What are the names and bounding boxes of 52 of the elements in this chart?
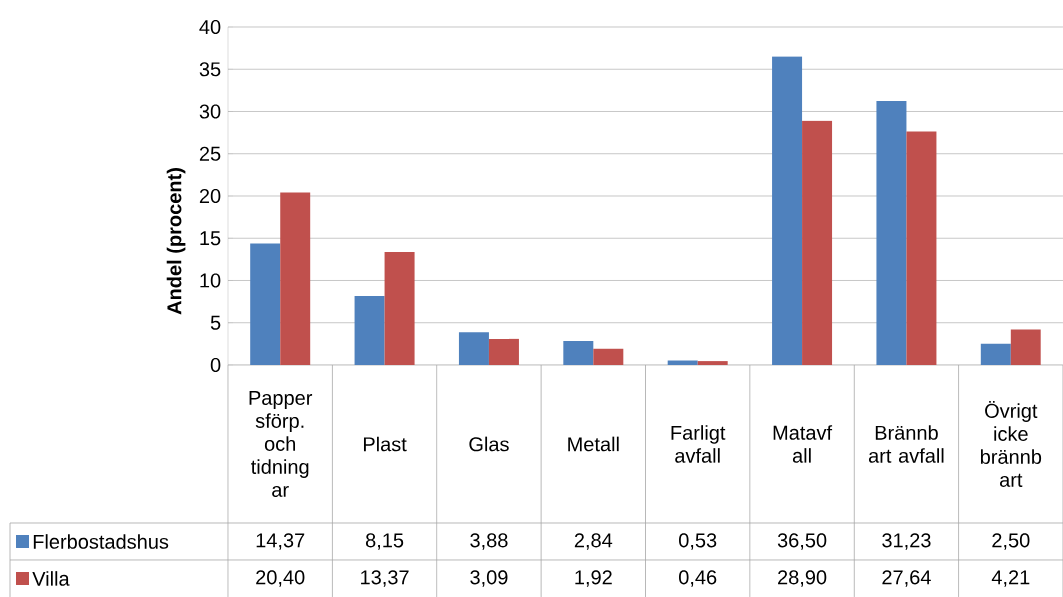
data-label: 3,88 [470, 533, 508, 550]
data-label: 14,37 [256, 533, 305, 550]
y-tick-label: 0 [210, 357, 221, 373]
bar [563, 340, 594, 365]
legend-label: Villa [32, 571, 70, 586]
bar [906, 131, 937, 365]
bar [354, 296, 385, 365]
y-tick-label: 5 [210, 315, 221, 330]
data-label: 27,64 [882, 570, 931, 587]
bar [1010, 329, 1041, 365]
bar [876, 101, 907, 365]
bar [697, 361, 728, 365]
bar [802, 120, 833, 365]
data-label: 31,23 [882, 533, 931, 550]
bar [280, 192, 311, 365]
bar [250, 243, 281, 365]
data-label: 36,50 [777, 533, 827, 550]
data-label: 13,37 [361, 570, 409, 587]
x-tick-label: Övrigt icke brännb art [980, 401, 1042, 487]
y-tick-label: 20 [199, 188, 221, 204]
y-tick-label: 10 [200, 273, 221, 288]
x-tick-label: Glas [469, 436, 509, 452]
y-tick-label: 25 [199, 146, 221, 161]
data-label: 3,09 [470, 570, 508, 587]
data-label: 2,84 [574, 533, 613, 550]
x-tick-label: Plast [363, 436, 407, 452]
data-label: 8,15 [365, 533, 404, 550]
y-tick-label: 35 [199, 62, 221, 77]
x-tick-label: Papper sförp. och tidning ar [249, 391, 313, 497]
bar [593, 348, 624, 365]
bar [667, 360, 698, 365]
data-label: 20,40 [256, 570, 305, 587]
data-label: 2,50 [992, 533, 1030, 550]
x-tick-label: Brännb art avfall [868, 425, 944, 463]
y-tick-label: 40 [199, 19, 221, 35]
legend-label: Flerbostadshus [33, 534, 169, 549]
bar [458, 332, 489, 365]
x-tick-label: Farligt avfall [671, 425, 726, 463]
bar [488, 338, 519, 365]
y-tick-label: 15 [200, 231, 221, 246]
data-label: 0,46 [679, 570, 717, 587]
bar [980, 343, 1011, 365]
bar [384, 252, 415, 365]
data-label: 4,21 [991, 570, 1030, 587]
y-axis-title: Andel (procent) [166, 168, 186, 315]
x-tick-label: Metall [568, 436, 619, 452]
data-label: 0,53 [679, 533, 717, 550]
y-tick-label: 30 [199, 104, 221, 119]
x-tick-label: Matavf all [773, 425, 833, 463]
data-label: 1,92 [575, 570, 612, 587]
data-label: 28,90 [778, 570, 827, 587]
bar [772, 56, 803, 365]
